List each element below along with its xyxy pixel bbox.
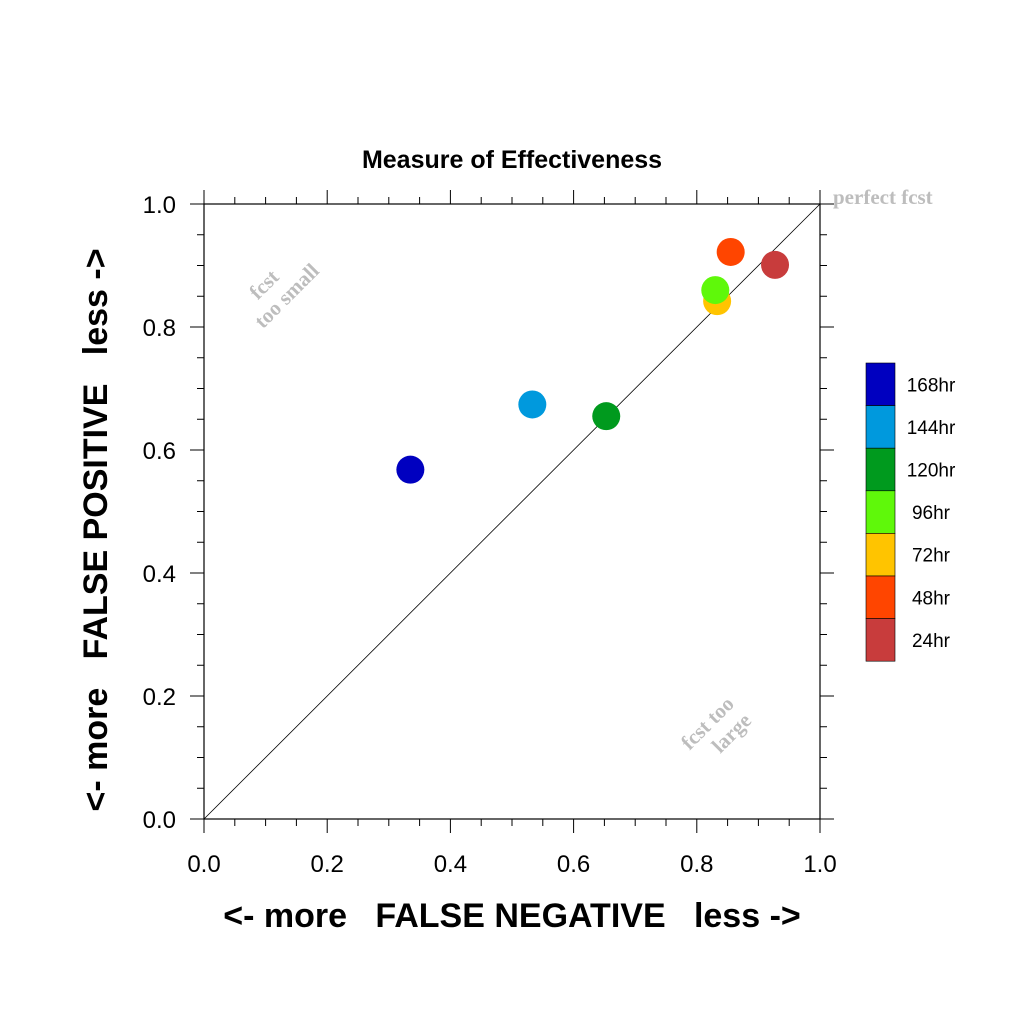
point-168hr [396, 455, 425, 484]
legend-label-48hr: 48hr [912, 588, 951, 609]
y-tick-label: 0.2 [143, 684, 176, 711]
point-144hr [518, 390, 547, 419]
point-120hr [592, 402, 621, 431]
y-tick-label: 0.0 [143, 807, 176, 834]
y-axis-label: <- more FALSE POSITIVE less -> [77, 248, 115, 811]
too-small-annotation: fcst too small [244, 259, 324, 333]
y-tick-label: 0.6 [143, 438, 176, 465]
y-tick-label: 0.8 [143, 315, 176, 342]
legend: 168hr 144hr 120hr 96hr 72hr 48hr 24hr [865, 362, 956, 662]
point-24hr [761, 250, 790, 279]
point-48hr [716, 237, 745, 266]
axis-ticks [190, 190, 834, 833]
x-tick-label: 0.6 [557, 851, 590, 878]
x-tick-label: 0.4 [434, 851, 467, 878]
x-tick-label: 1.0 [803, 851, 836, 878]
y-tick-label: 0.4 [143, 561, 176, 588]
legend-label-168hr: 168hr [907, 375, 956, 396]
legend-label-120hr: 120hr [907, 461, 956, 482]
legend-swatch-168hr [865, 362, 896, 406]
plot-frame [203, 203, 821, 820]
legend-label-144hr: 144hr [907, 418, 956, 439]
chart-title: Measure of Effectiveness [362, 146, 662, 174]
x-tick-label: 0.2 [311, 851, 344, 878]
perfect-fcst-annotation: perfect fcst [833, 185, 933, 209]
legend-swatch-120hr [865, 447, 896, 492]
x-tick-label: 0.8 [680, 851, 713, 878]
legend-swatch-144hr [865, 405, 896, 449]
legend-swatch-72hr [865, 533, 896, 577]
legend-label-96hr: 96hr [912, 503, 951, 524]
data-points [396, 237, 790, 484]
point-96hr [701, 276, 730, 305]
too-large-annotation: fcst too large [676, 692, 756, 758]
legend-swatch-48hr [865, 575, 896, 619]
x-axis-label: <- more FALSE NEGATIVE less -> [223, 897, 801, 935]
x-tick-label: 0.0 [187, 851, 220, 878]
legend-label-24hr: 24hr [912, 631, 951, 652]
tick-labels: 0.0 0.2 0.4 0.6 0.8 1.0 0.0 0.2 0.4 0.6 0.8 1.0 [143, 192, 837, 878]
y-tick-label: 1.0 [143, 192, 176, 219]
legend-swatch-24hr [865, 618, 896, 662]
legend-swatch-96hr [865, 490, 896, 534]
legend-label-72hr: 72hr [912, 546, 951, 567]
